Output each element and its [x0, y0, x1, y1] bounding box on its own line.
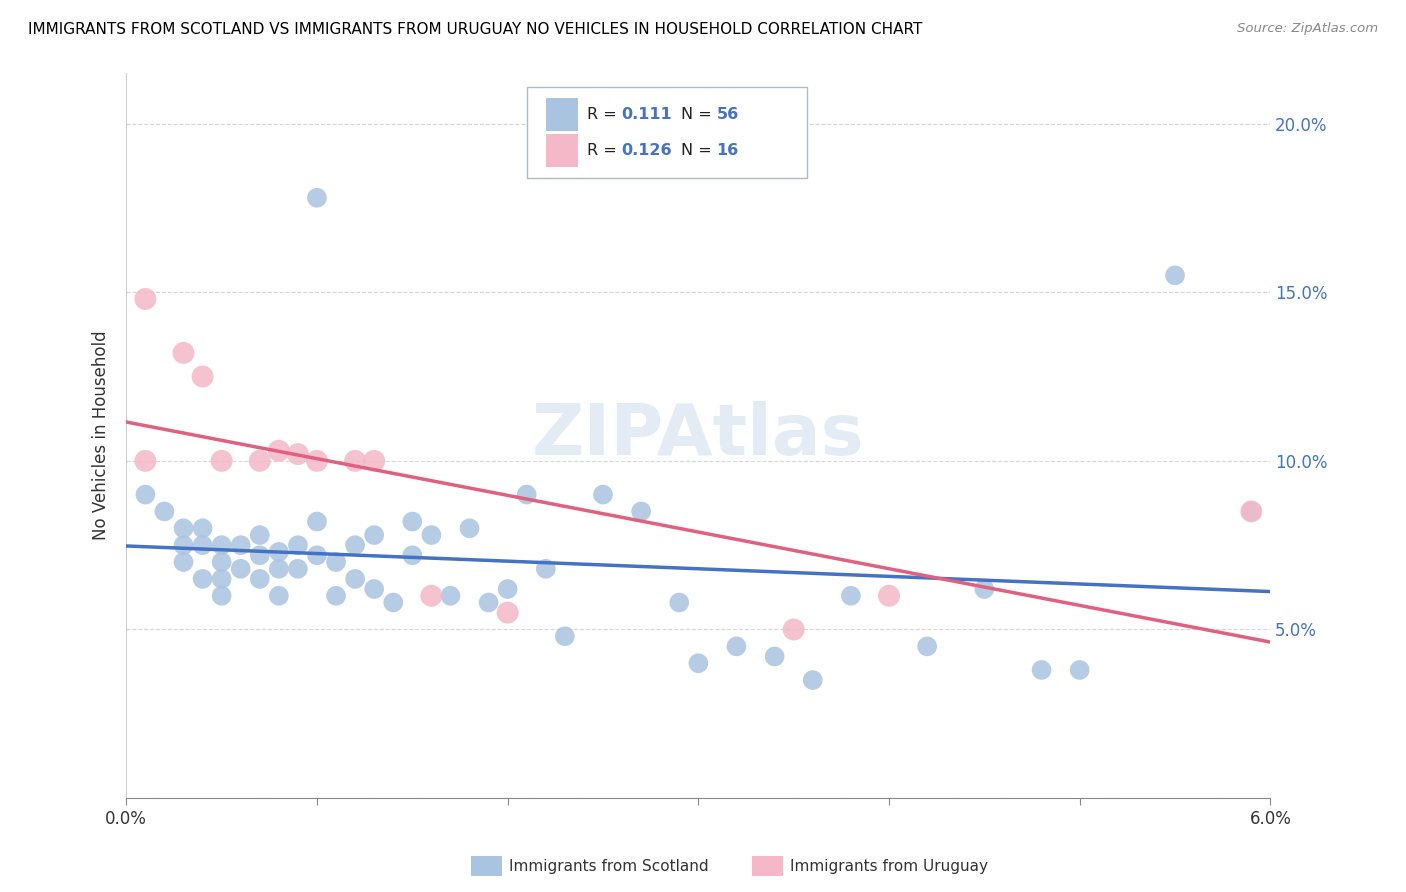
Point [211, 555, 233, 569]
Point [401, 515, 423, 529]
FancyBboxPatch shape [546, 98, 578, 130]
Point [363, 454, 385, 468]
Point [478, 595, 501, 609]
Point [305, 515, 328, 529]
Point [1031, 663, 1053, 677]
Point [191, 521, 214, 535]
Point [211, 572, 233, 586]
Point [554, 629, 576, 643]
Point [134, 487, 156, 501]
Point [668, 595, 690, 609]
Point [211, 454, 233, 468]
Point [267, 562, 290, 576]
Point [516, 487, 538, 501]
Point [763, 649, 786, 664]
Point [287, 538, 309, 552]
Point [973, 582, 995, 596]
Text: ZIPAtlas: ZIPAtlas [531, 401, 865, 470]
Text: R =: R = [588, 143, 623, 158]
Text: Source: ZipAtlas.com: Source: ZipAtlas.com [1237, 22, 1378, 36]
Y-axis label: No Vehicles in Household: No Vehicles in Household [93, 331, 110, 541]
FancyBboxPatch shape [527, 87, 807, 178]
Point [363, 528, 385, 542]
Point [801, 673, 824, 687]
Point [401, 549, 423, 563]
Point [439, 589, 461, 603]
Point [496, 582, 519, 596]
Point [630, 504, 652, 518]
Point [1164, 268, 1187, 283]
Text: Immigrants from Scotland: Immigrants from Scotland [509, 859, 709, 873]
Point [496, 606, 519, 620]
Point [153, 504, 176, 518]
Point [229, 538, 252, 552]
Point [173, 346, 195, 360]
Text: 0.111: 0.111 [621, 107, 672, 122]
Text: 0.126: 0.126 [621, 143, 672, 158]
Point [305, 191, 328, 205]
Point [191, 538, 214, 552]
Point [287, 447, 309, 461]
Point [344, 454, 367, 468]
Point [229, 562, 252, 576]
FancyBboxPatch shape [546, 135, 578, 167]
Point [839, 589, 862, 603]
Point [344, 538, 367, 552]
Point [782, 623, 804, 637]
Point [211, 589, 233, 603]
Text: 16: 16 [717, 143, 740, 158]
Point [325, 589, 347, 603]
Point [420, 589, 443, 603]
Point [1240, 504, 1263, 518]
Point [725, 640, 748, 654]
Point [458, 521, 481, 535]
Point [134, 454, 156, 468]
Point [173, 538, 195, 552]
Point [191, 572, 214, 586]
Point [877, 589, 900, 603]
Point [592, 487, 614, 501]
Text: R =: R = [588, 107, 623, 122]
Point [249, 549, 271, 563]
Point [267, 589, 290, 603]
Point [287, 562, 309, 576]
Point [534, 562, 557, 576]
Point [249, 572, 271, 586]
Point [688, 657, 710, 671]
Point [363, 582, 385, 596]
Text: 56: 56 [717, 107, 740, 122]
Point [325, 555, 347, 569]
Point [249, 454, 271, 468]
Point [1069, 663, 1091, 677]
Point [305, 549, 328, 563]
Point [344, 572, 367, 586]
Point [173, 555, 195, 569]
Point [267, 443, 290, 458]
Text: Immigrants from Uruguay: Immigrants from Uruguay [790, 859, 988, 873]
Point [173, 521, 195, 535]
Text: N =: N = [681, 107, 717, 122]
Point [249, 528, 271, 542]
Point [305, 454, 328, 468]
Point [915, 640, 938, 654]
Text: IMMIGRANTS FROM SCOTLAND VS IMMIGRANTS FROM URUGUAY NO VEHICLES IN HOUSEHOLD COR: IMMIGRANTS FROM SCOTLAND VS IMMIGRANTS F… [28, 22, 922, 37]
Point [211, 538, 233, 552]
Point [382, 595, 405, 609]
Point [134, 292, 156, 306]
Point [1240, 504, 1263, 518]
Text: N =: N = [681, 143, 717, 158]
Point [191, 369, 214, 384]
Point [267, 545, 290, 559]
Point [420, 528, 443, 542]
